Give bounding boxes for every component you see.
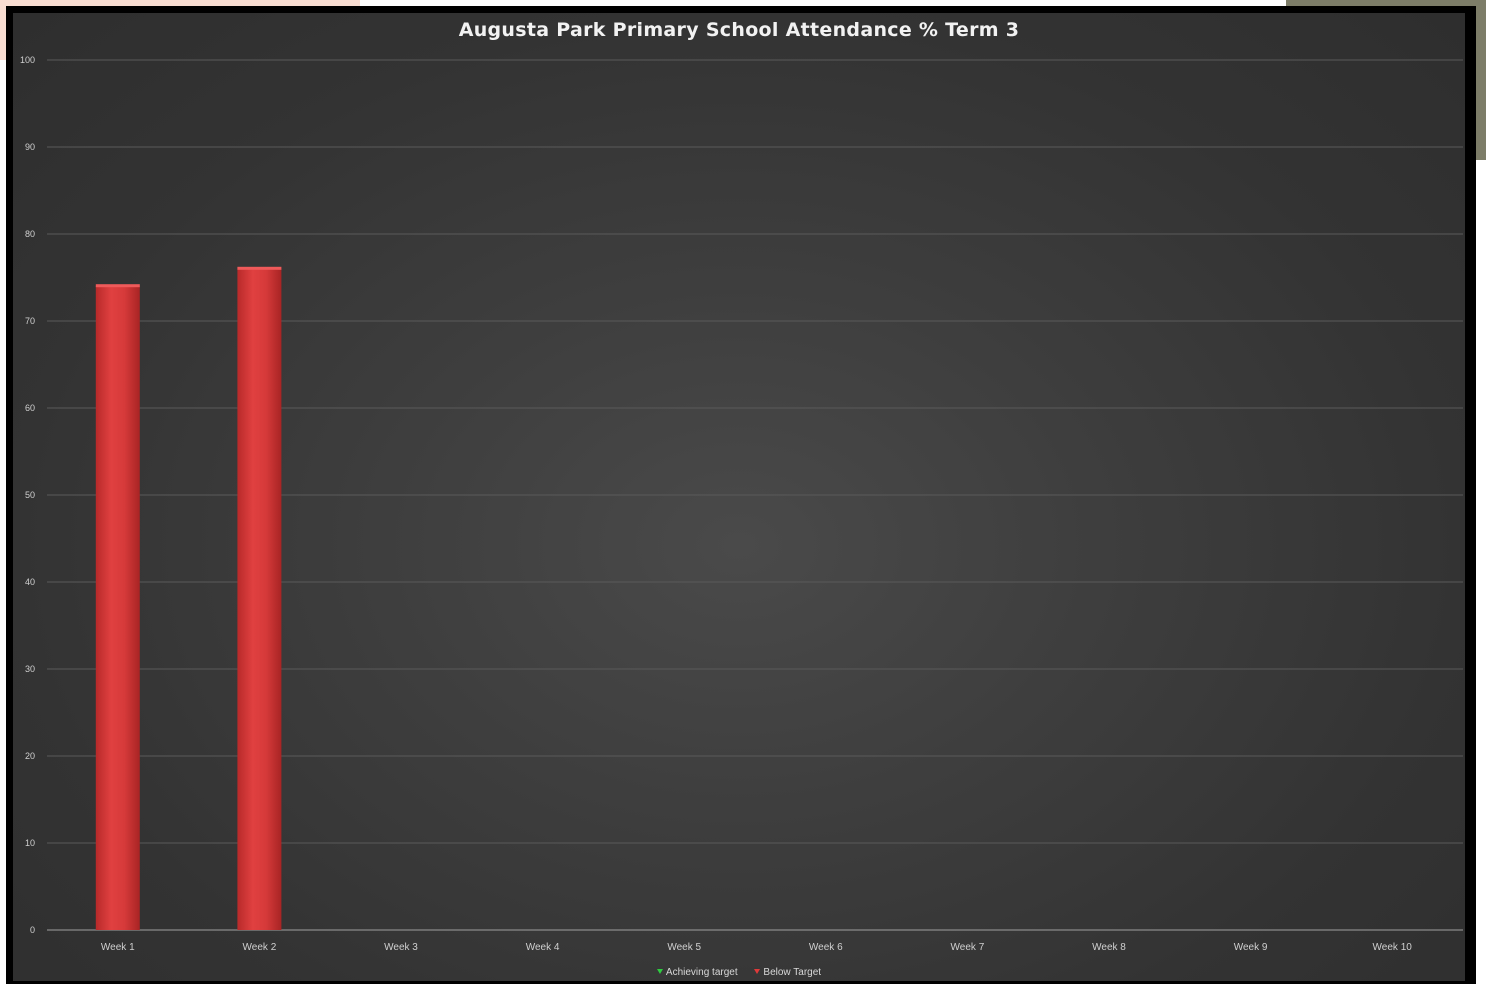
- bar-cap: [95, 284, 140, 288]
- x-tick-label: Week 6: [809, 942, 843, 953]
- bar-cap: [237, 266, 282, 270]
- y-axis-ticks: 0 10 20 30 40 50 60 70 80 90 100: [20, 55, 35, 935]
- chart-panel: Augusta Park Primary School Attendance %…: [13, 13, 1465, 981]
- legend-item-achieving[interactable]: Achieving target: [656, 967, 738, 978]
- y-tick-label: 70: [25, 316, 35, 326]
- y-tick-label: 0: [30, 925, 35, 935]
- legend-label-achieving: Achieving target: [665, 967, 738, 978]
- x-tick-label: Week 8: [1092, 942, 1126, 953]
- x-tick-label: Week 7: [951, 942, 985, 953]
- y-tick-label: 30: [25, 664, 35, 674]
- legend-item-below[interactable]: Below Target: [754, 967, 821, 978]
- y-tick-label: 20: [25, 751, 35, 761]
- bars: [95, 266, 282, 930]
- bar-week-2[interactable]: [237, 268, 282, 930]
- x-tick-label: Week 10: [1373, 942, 1413, 953]
- legend-swatch-red: [754, 969, 761, 974]
- x-tick-label: Week 9: [1234, 942, 1268, 953]
- y-tick-label: 50: [25, 490, 35, 500]
- y-tick-label: 40: [25, 577, 35, 587]
- x-tick-label: Week 1: [101, 942, 135, 953]
- y-tick-label: 10: [25, 838, 35, 848]
- y-tick-label: 60: [25, 403, 35, 413]
- x-tick-label: Week 5: [667, 942, 701, 953]
- chart-legend: Achieving target Below Target: [13, 967, 1465, 978]
- gridlines: [47, 59, 1463, 931]
- y-tick-label: 100: [20, 55, 35, 65]
- x-axis-ticks: Week 1 Week 2 Week 3 Week 4 Week 5 Week 6 Week…: [101, 942, 1412, 953]
- legend-label-below: Below Target: [763, 967, 822, 978]
- chart-title: Augusta Park Primary School Attendance %…: [458, 19, 1020, 41]
- x-tick-label: Week 2: [243, 942, 277, 953]
- legend-swatch-green: [656, 969, 663, 974]
- y-tick-label: 90: [25, 142, 35, 152]
- y-tick-label: 80: [25, 229, 35, 239]
- x-tick-label: Week 3: [384, 942, 418, 953]
- x-tick-label: Week 4: [526, 942, 560, 953]
- bar-week-1[interactable]: [95, 286, 140, 930]
